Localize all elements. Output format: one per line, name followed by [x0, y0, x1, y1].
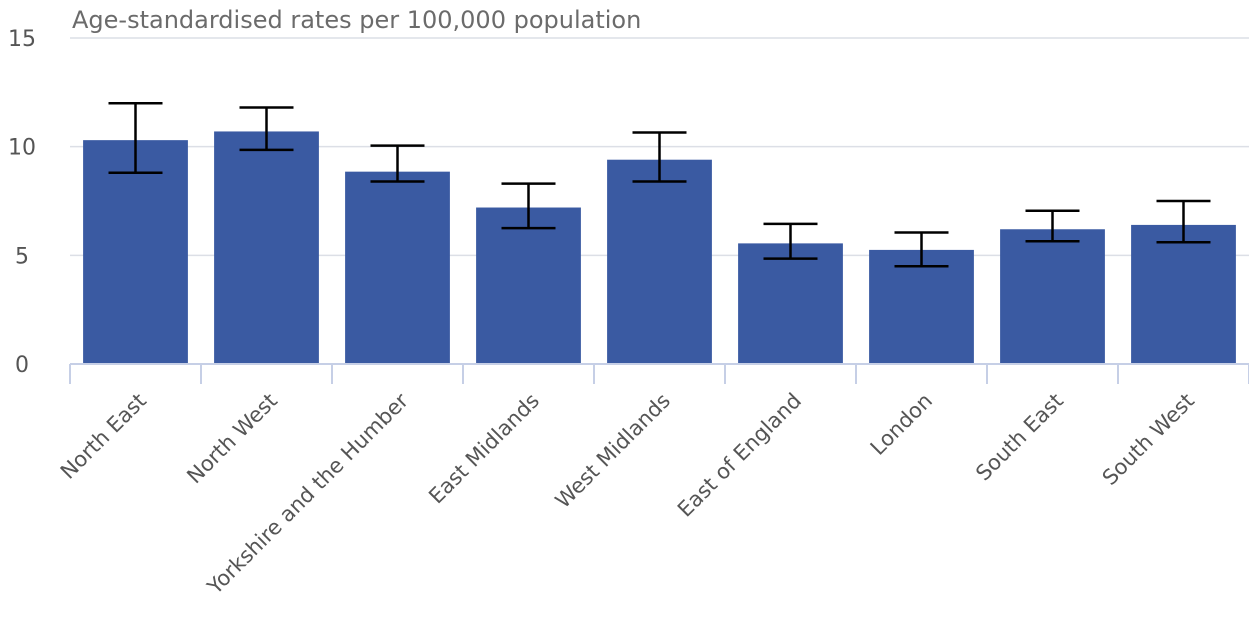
- x-tick-label: South West: [1098, 389, 1199, 490]
- error-bar: [894, 231, 949, 268]
- bar: [738, 243, 843, 364]
- error-bar: [501, 182, 556, 230]
- x-tick-label: North West: [182, 389, 282, 489]
- error-bar: [763, 222, 818, 260]
- x-axis-ticks: [69, 364, 1249, 384]
- error-bar: [108, 101, 163, 174]
- x-tick-label: East of England: [673, 389, 806, 522]
- error-bar: [632, 131, 687, 183]
- bar: [214, 131, 319, 364]
- bar: [869, 249, 974, 364]
- chart-title: Age-standardised rates per 100,000 popul…: [72, 6, 641, 34]
- error-bar: [1156, 199, 1211, 244]
- bar: [83, 140, 188, 364]
- y-tick-label: 5: [15, 244, 29, 269]
- y-tick-label: 0: [15, 353, 29, 378]
- bars: [83, 131, 1236, 364]
- error-bar: [370, 144, 425, 183]
- x-tick-label: West Midlands: [551, 389, 675, 513]
- bar: [345, 171, 450, 364]
- x-tick-label: London: [866, 389, 937, 460]
- x-tick-label: East Midlands: [424, 389, 544, 509]
- bar: [1000, 229, 1105, 364]
- bar: [1131, 224, 1236, 364]
- error-bar: [239, 106, 294, 152]
- error-bars: [108, 101, 1211, 268]
- x-tick-label: South East: [971, 389, 1068, 486]
- bar: [607, 159, 712, 364]
- x-tick-label: North East: [56, 389, 151, 484]
- bar: [476, 207, 581, 364]
- y-tick-label: 10: [8, 136, 36, 161]
- error-bar: [1025, 209, 1080, 243]
- y-axis-tick-labels: 0 5 10 15: [8, 27, 36, 378]
- y-tick-label: 15: [8, 27, 36, 52]
